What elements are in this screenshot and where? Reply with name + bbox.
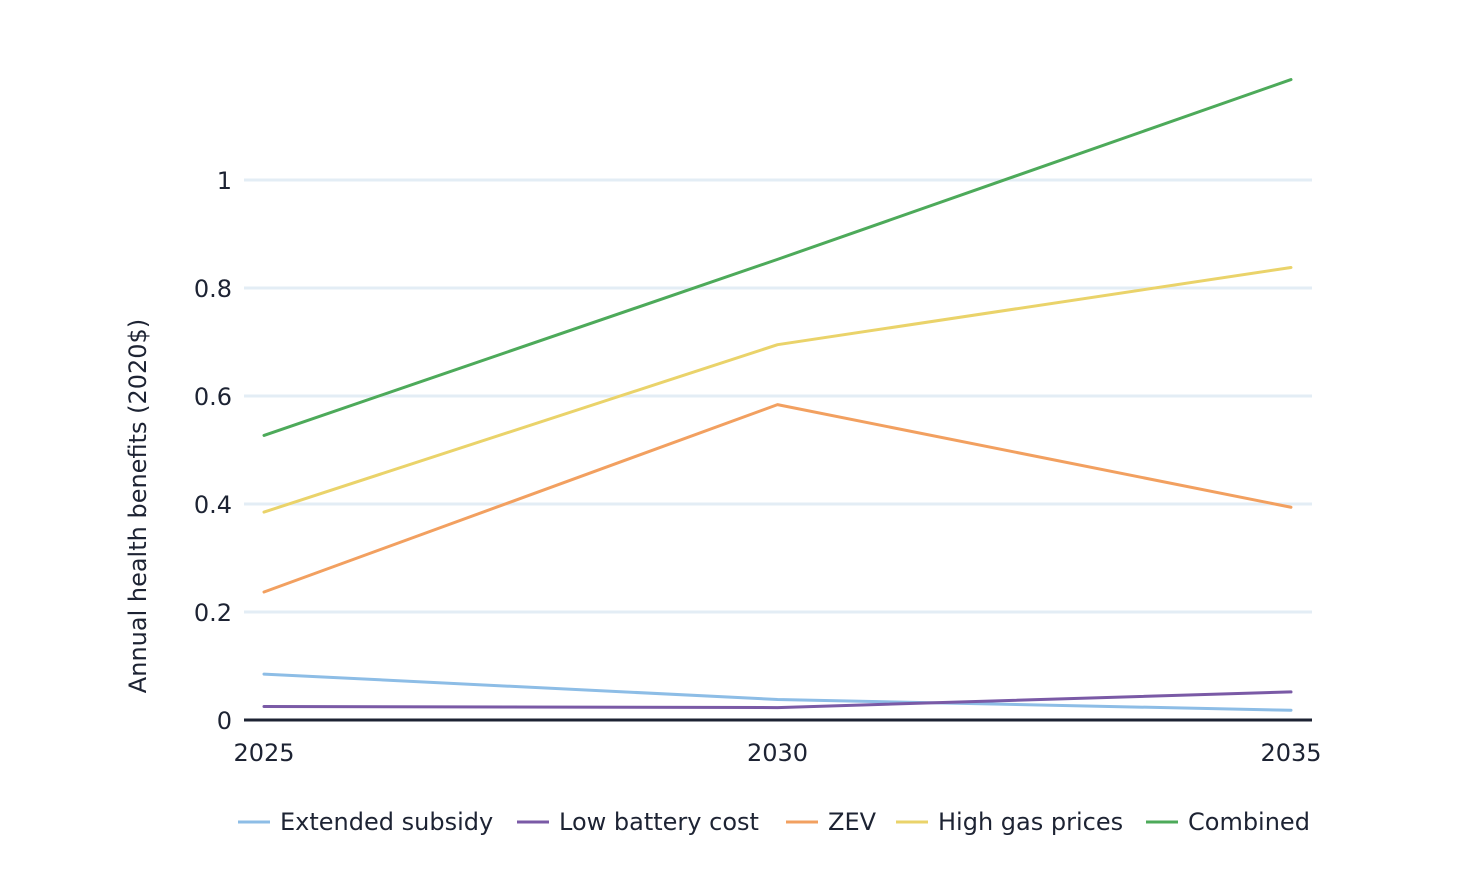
legend: Extended subsidy Low battery cost ZEV High … <box>238 808 1310 836</box>
series-lines <box>262 78 1293 712</box>
y-tick-label: 0.2 <box>194 599 232 627</box>
x-tick-label: 2035 <box>1260 739 1321 767</box>
series-line-zev <box>262 403 1293 594</box>
legend-label: High gas prices <box>938 808 1123 836</box>
y-tick-label: 0.8 <box>194 275 232 303</box>
legend-label: ZEV <box>828 808 877 836</box>
legend-label: Combined <box>1188 808 1310 836</box>
y-tick-label: 0.4 <box>194 491 232 519</box>
y-axis-title: Annual health benefits (2020$) <box>124 319 152 693</box>
y-tick-label: 1 <box>217 167 232 195</box>
x-tick-label: 2025 <box>233 739 294 767</box>
series-line-high-gas-prices <box>262 265 1293 514</box>
y-axis-ticks: 0 0.2 0.4 0.6 0.8 1 <box>194 167 232 735</box>
legend-label: Low battery cost <box>559 808 759 836</box>
series-line-combined <box>262 78 1293 437</box>
y-tick-label: 0.6 <box>194 383 232 411</box>
gridlines <box>244 178 1312 614</box>
legend-label: Extended subsidy <box>280 808 493 836</box>
x-tick-label: 2030 <box>747 739 808 767</box>
x-axis-ticks: 2025 2030 2035 <box>233 739 1321 767</box>
series-line-low-battery-cost <box>262 690 1293 710</box>
series-line-extended-subsidy <box>262 672 1293 712</box>
y-tick-label: 0 <box>217 707 232 735</box>
